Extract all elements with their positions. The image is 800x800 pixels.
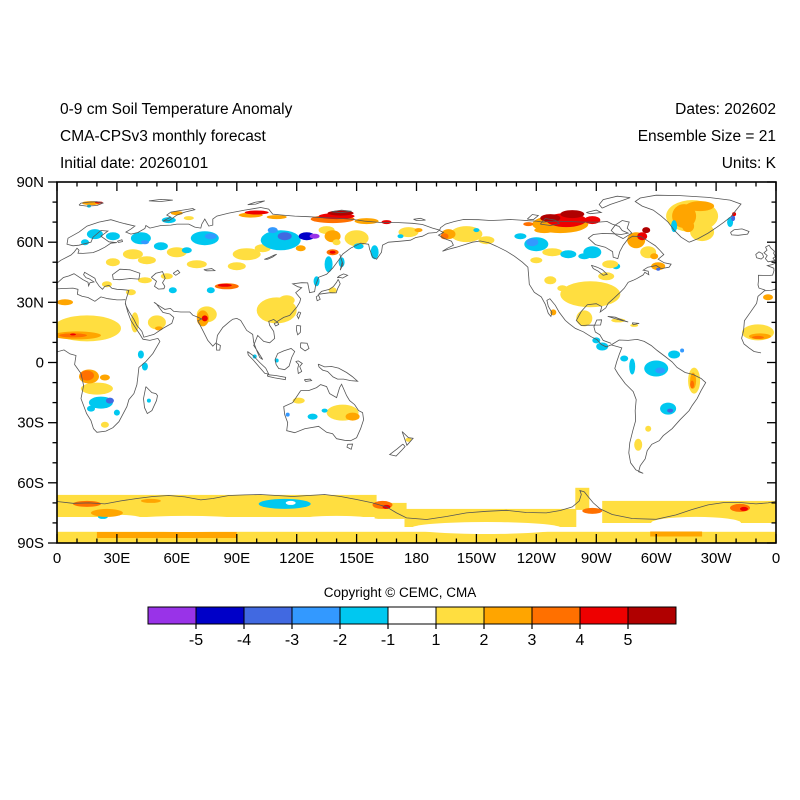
svg-text:30S: 30S xyxy=(17,415,44,432)
svg-text:2: 2 xyxy=(480,632,489,649)
svg-text:90S: 90S xyxy=(17,535,44,552)
svg-text:60E: 60E xyxy=(163,550,190,567)
colorbar-labels: -5 -4 -3 -2 -1 1 2 3 4 5 xyxy=(189,632,633,649)
svg-text:-1: -1 xyxy=(381,632,395,649)
svg-text:0: 0 xyxy=(53,550,61,567)
svg-text:30W: 30W xyxy=(701,550,733,567)
header-right: Dates: 202602 Ensemble Size = 21 Units: … xyxy=(638,96,776,177)
ensemble-size: Ensemble Size = 21 xyxy=(637,128,776,145)
anomaly-patches xyxy=(57,200,776,543)
svg-text:3: 3 xyxy=(528,632,537,649)
svg-text:0: 0 xyxy=(772,550,780,567)
header-left: 0-9 cm Soil Temperature Anomaly CMA-CPSv… xyxy=(60,96,292,177)
forecast-dates: Dates: 202602 xyxy=(675,101,776,118)
svg-text:1: 1 xyxy=(432,632,441,649)
svg-text:30E: 30E xyxy=(104,550,131,567)
model-subtitle: CMA-CPSv3 monthly forecast xyxy=(60,128,266,145)
svg-text:-4: -4 xyxy=(237,632,251,649)
axis-labels: 0 30E 60E 90E 120E 150E 180 150W 120W 90W 60W 30W 09… xyxy=(16,174,780,567)
svg-text:-3: -3 xyxy=(285,632,299,649)
svg-text:-2: -2 xyxy=(333,632,347,649)
page-title: 0-9 cm Soil Temperature Anomaly xyxy=(60,101,293,118)
svg-text:150W: 150W xyxy=(457,550,497,567)
colorbar-ticks xyxy=(195,624,629,629)
map-frame-ticks xyxy=(48,181,777,544)
svg-text:30N: 30N xyxy=(16,294,44,311)
svg-text:90W: 90W xyxy=(581,550,613,567)
svg-text:60N: 60N xyxy=(16,234,44,251)
svg-text:4: 4 xyxy=(576,632,585,649)
svg-text:90N: 90N xyxy=(16,174,44,191)
units-label: Units: K xyxy=(721,155,776,172)
svg-text:120E: 120E xyxy=(279,550,314,567)
initial-date: Initial date: 20260101 xyxy=(60,155,209,172)
svg-text:60S: 60S xyxy=(17,475,44,492)
coastlines xyxy=(57,194,776,520)
svg-text:5: 5 xyxy=(624,632,633,649)
svg-text:180: 180 xyxy=(404,550,429,567)
colorbar xyxy=(147,606,677,625)
svg-text:120W: 120W xyxy=(517,550,557,567)
svg-text:0: 0 xyxy=(36,355,44,372)
copyright-text: Copyright © CEMC, CMA xyxy=(323,585,477,600)
svg-text:60W: 60W xyxy=(641,550,673,567)
svg-text:90E: 90E xyxy=(223,550,250,567)
svg-text:-5: -5 xyxy=(189,632,203,649)
svg-text:150E: 150E xyxy=(339,550,374,567)
